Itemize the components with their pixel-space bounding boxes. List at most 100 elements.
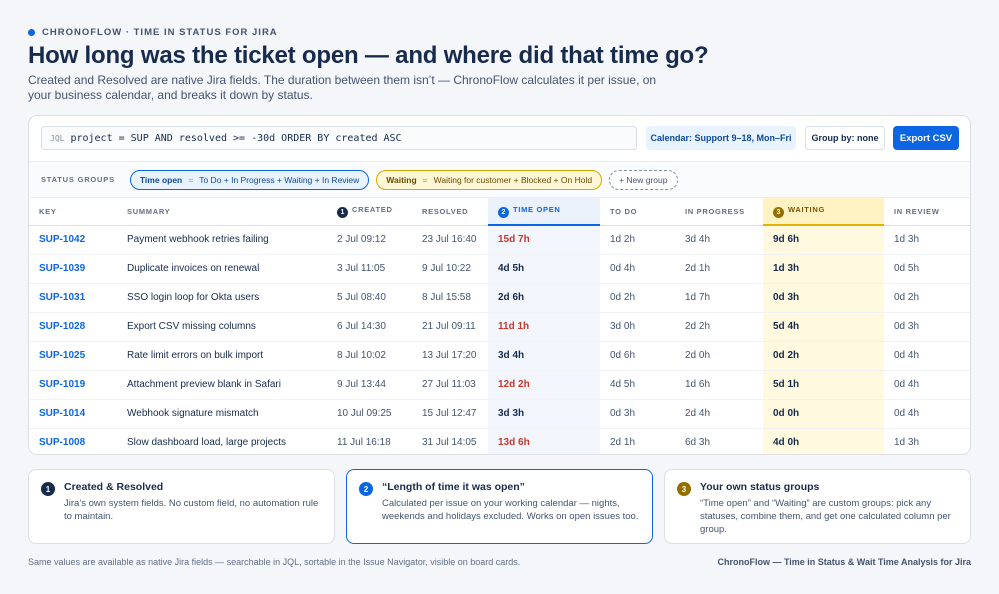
cell-in-progress: 1d 6h	[675, 370, 763, 400]
callout-title: Your own status groups	[700, 481, 820, 493]
callout-body: Jira’s own system fields. No custom fiel…	[64, 498, 319, 522]
cell-summary: Export CSV missing columns	[117, 312, 327, 342]
callout-title: “Length of time it was open”	[382, 481, 525, 493]
cell-created: 6 Jul 14:30	[327, 312, 412, 342]
callout-body: “Time open” and “Waiting” are custom gro…	[700, 498, 951, 535]
cell-key[interactable]: SUP-1042	[29, 225, 117, 255]
cell-in-progress: 2d 4h	[675, 399, 763, 429]
step-2-icon: 2	[498, 206, 509, 218]
step-1-icon: 1	[337, 206, 348, 218]
eyebrow: CHRONOFLOW · TIME IN STATUS FOR JIRA	[28, 27, 278, 38]
col-waiting[interactable]: 3 WAITING	[763, 198, 884, 226]
cell-created: 5 Jul 08:40	[327, 283, 412, 313]
footer-brand: ChronoFlow — Time in Status & Wait Time …	[717, 557, 971, 567]
cell-created: 10 Jul 09:25	[327, 399, 412, 429]
cell-key[interactable]: SUP-1039	[29, 254, 117, 284]
cell-summary: Rate limit errors on bulk import	[117, 341, 327, 371]
calendar-selector[interactable]: Calendar: Support 9–18, Mon–Fri	[646, 126, 796, 150]
cell-todo: 2d 1h	[610, 437, 636, 449]
table-row[interactable]: SUP-1014 Webhook signature mismatch 10 Jul…	[29, 399, 970, 429]
cell-created: 2 Jul 09:12	[327, 225, 412, 255]
cell-in-review: 1d 3h	[884, 225, 970, 255]
cell-todo: 0d 4h	[600, 254, 675, 284]
status-group-waiting[interactable]: Waiting = Waiting for customer + Blocked…	[376, 169, 603, 190]
cell-waiting: 0d 3h	[763, 283, 884, 313]
col-resolved[interactable]: RESOLVED	[412, 198, 488, 226]
chip-name: Time open	[139, 174, 183, 185]
brand-dot-icon	[28, 29, 35, 36]
cell-resolved: 23 Jul 16:40	[412, 225, 488, 255]
col-time-open[interactable]: 2 TIME OPEN	[488, 198, 600, 226]
cell-in-progress: 2d 2h	[675, 312, 763, 342]
table-row[interactable]: SUP-1028 Export CSV missing columns 6 Jul …	[29, 312, 970, 342]
cell-created: 9 Jul 13:44	[327, 370, 412, 400]
col-key[interactable]: KEY	[29, 198, 117, 226]
col-in-review[interactable]: IN REVIEW	[884, 198, 970, 226]
callout-title: Created & Resolved	[64, 481, 164, 493]
export-csv-button[interactable]: Export CSV	[893, 126, 959, 150]
table-row[interactable]: SUP-1039 Duplicate invoices on renewal 3 J…	[29, 254, 970, 284]
cell-key[interactable]: SUP-1019	[29, 370, 117, 400]
cell-resolved: 27 Jul 11:03	[412, 370, 488, 400]
table-row[interactable]: SUP-1008 Slow dashboard load, large proje…	[29, 428, 970, 454]
cell-summary: Duplicate invoices on renewal	[117, 254, 327, 284]
table-row[interactable]: SUP-1031 SSO login loop for Okta users 5 J…	[29, 283, 970, 313]
cell-created: 3 Jul 11:05	[327, 254, 412, 284]
cell-resolved: 31 Jul 14:05	[422, 437, 477, 449]
page-lede: Created and Resolved are native Jira fie…	[28, 73, 657, 102]
col-created[interactable]: 1 CREATED	[327, 198, 412, 226]
cell-summary: Payment webhook retries failing	[117, 225, 327, 255]
cell-waiting: 0d 0h	[763, 399, 884, 429]
chip-def: To Do + In Progress + Waiting + In Revie…	[199, 174, 360, 185]
cell-todo: 0d 6h	[600, 341, 675, 371]
cell-todo: 0d 3h	[600, 399, 675, 429]
cell-key[interactable]: SUP-1025	[29, 341, 117, 371]
chip-name: Waiting	[386, 174, 417, 185]
cell-key[interactable]: SUP-1014	[29, 399, 117, 429]
cell-in-review: 1d 3h	[894, 437, 920, 449]
cell-in-progress: 2d 0h	[675, 341, 763, 371]
cell-key[interactable]: SUP-1028	[29, 312, 117, 342]
table-row[interactable]: SUP-1025 Rate limit errors on bulk import…	[29, 341, 970, 371]
jql-query[interactable]: project = SUP AND resolved >= -30d ORDER…	[70, 132, 402, 144]
cell-time-open: 11d 1h	[488, 312, 600, 342]
status-group-time-open[interactable]: Time open = To Do + In Progress + Waitin…	[129, 169, 370, 190]
eyebrow-text: CHRONOFLOW · TIME IN STATUS FOR JIRA	[42, 27, 278, 38]
issues-table: KEY SUMMARY 1 CREATED RESOLVED 2 TIME OPEN…	[29, 198, 970, 454]
col-created-label: CREATED	[352, 204, 393, 214]
col-todo[interactable]: TO DO	[600, 198, 675, 226]
table-row[interactable]: SUP-1042 Payment webhook retries failing 2…	[29, 225, 970, 255]
cell-time-open: 12d 2h	[488, 370, 600, 400]
cell-resolved: 15 Jul 12:47	[412, 399, 488, 429]
cell-in-review: 0d 5h	[884, 254, 970, 284]
col-in-progress[interactable]: IN PROGRESS	[675, 198, 763, 226]
cell-todo: 4d 5h	[600, 370, 675, 400]
callout-body: Calculated per issue on your working cal…	[382, 498, 639, 522]
cell-summary: Slow dashboard load, large projects	[127, 437, 286, 449]
table-header-row: KEY SUMMARY 1 CREATED RESOLVED 2 TIME OPEN…	[29, 198, 970, 226]
cell-time-open: 2d 6h	[488, 283, 600, 313]
cell-todo: 0d 2h	[600, 283, 675, 313]
cell-waiting: 1d 3h	[763, 254, 884, 284]
cell-key[interactable]: SUP-1008	[39, 437, 86, 449]
group-by-button[interactable]: Group by: none	[805, 126, 885, 150]
cell-summary: SSO login loop for Okta users	[117, 283, 327, 313]
page-title: How long was the ticket open — and where…	[28, 42, 709, 69]
cell-time-open: 3d 4h	[488, 341, 600, 371]
callout-created-resolved: 1 Created & Resolved Jira’s own system f…	[28, 469, 335, 544]
jql-input[interactable]: JQL project = SUP AND resolved >= -30d O…	[41, 126, 637, 150]
cell-in-review: 0d 4h	[884, 399, 970, 429]
cell-key[interactable]: SUP-1031	[29, 283, 117, 313]
cell-resolved: 21 Jul 09:11	[412, 312, 488, 342]
cell-time-open: 13d 6h	[488, 428, 600, 454]
cell-resolved: 9 Jul 10:22	[412, 254, 488, 284]
cell-in-review: 0d 2h	[884, 283, 970, 313]
table-row[interactable]: SUP-1019 Attachment preview blank in Safa…	[29, 370, 970, 400]
step-1-icon: 1	[41, 482, 55, 496]
cell-waiting: 0d 2h	[763, 341, 884, 371]
cell-summary: Attachment preview blank in Safari	[117, 370, 327, 400]
col-summary[interactable]: SUMMARY	[117, 198, 327, 226]
new-group-button[interactable]: + New group	[609, 169, 678, 190]
cell-in-progress: 2d 1h	[675, 254, 763, 284]
callout-time-open: 2 “Length of time it was open” Calculate…	[346, 469, 653, 544]
